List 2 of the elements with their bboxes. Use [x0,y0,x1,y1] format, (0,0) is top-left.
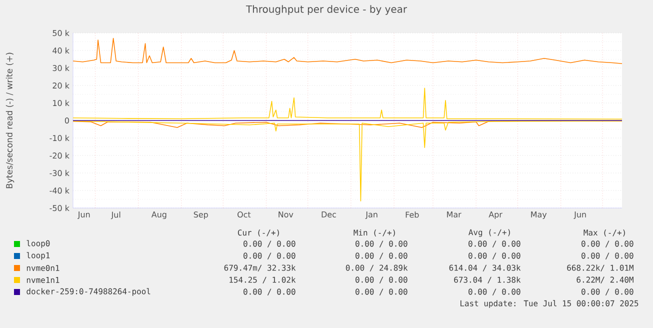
chart-title: Throughput per device - by year [246,5,408,15]
y-axis-title: Bytes/second read (-) / write (+) [6,52,14,188]
